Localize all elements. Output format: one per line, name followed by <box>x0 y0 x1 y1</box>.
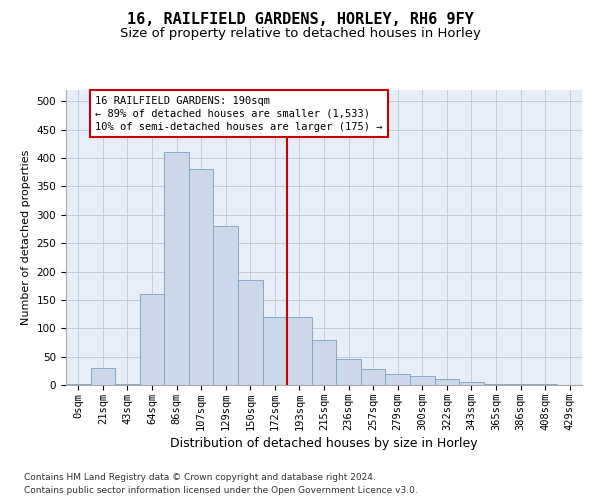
Y-axis label: Number of detached properties: Number of detached properties <box>21 150 31 325</box>
Bar <box>214 226 238 385</box>
Bar <box>434 380 459 385</box>
Bar <box>140 294 164 385</box>
Bar <box>238 280 263 385</box>
X-axis label: Distribution of detached houses by size in Horley: Distribution of detached houses by size … <box>170 437 478 450</box>
Bar <box>189 170 214 385</box>
Bar <box>533 384 557 385</box>
Text: 16, RAILFIELD GARDENS, HORLEY, RH6 9FY: 16, RAILFIELD GARDENS, HORLEY, RH6 9FY <box>127 12 473 28</box>
Text: Contains public sector information licensed under the Open Government Licence v3: Contains public sector information licen… <box>24 486 418 495</box>
Bar <box>336 360 361 385</box>
Bar <box>164 152 189 385</box>
Bar <box>263 317 287 385</box>
Bar <box>91 368 115 385</box>
Text: Size of property relative to detached houses in Horley: Size of property relative to detached ho… <box>119 28 481 40</box>
Bar <box>66 384 91 385</box>
Bar <box>287 317 312 385</box>
Bar <box>115 384 140 385</box>
Bar <box>361 369 385 385</box>
Bar <box>484 384 508 385</box>
Bar <box>312 340 336 385</box>
Bar <box>459 382 484 385</box>
Bar <box>508 384 533 385</box>
Bar <box>385 374 410 385</box>
Text: Contains HM Land Registry data © Crown copyright and database right 2024.: Contains HM Land Registry data © Crown c… <box>24 474 376 482</box>
Bar <box>410 376 434 385</box>
Text: 16 RAILFIELD GARDENS: 190sqm
← 89% of detached houses are smaller (1,533)
10% of: 16 RAILFIELD GARDENS: 190sqm ← 89% of de… <box>95 96 383 132</box>
